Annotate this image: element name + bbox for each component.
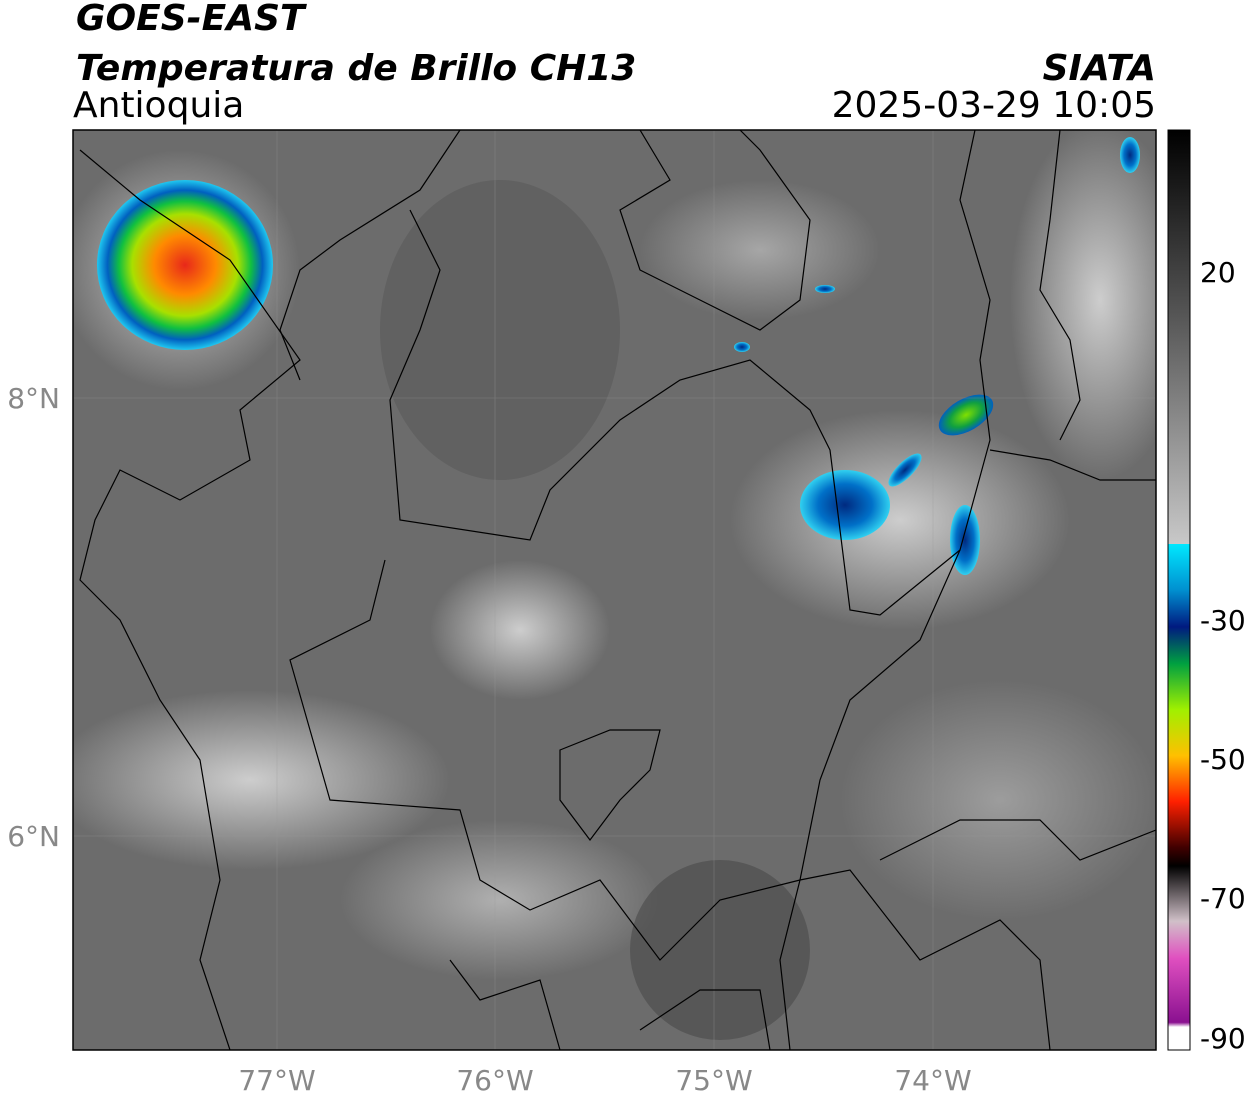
- lon-label: 75°W: [675, 1064, 752, 1097]
- colorbar: [1167, 129, 1191, 1051]
- lon-label: 74°W: [894, 1064, 971, 1097]
- colorbar-label: -70: [1200, 882, 1246, 915]
- colorbar-label: 20: [1200, 256, 1236, 289]
- source: SIATA: [1043, 48, 1156, 89]
- lon-label: 77°W: [238, 1064, 315, 1097]
- colorbar-label: -90: [1200, 1022, 1246, 1055]
- datetime: 2025-03-29 10:05: [832, 85, 1156, 126]
- product: Temperatura de Brillo CH13: [76, 48, 636, 89]
- region: Antioquia: [73, 85, 244, 126]
- header: GOES-EAST Temperatura de Brillo CH13 SIA…: [76, 0, 1156, 89]
- lat-label: 8°N: [7, 382, 60, 415]
- satellite: GOES-EAST: [76, 0, 307, 39]
- colorbar-labels: 20 -30 -50 -70 -90: [1200, 256, 1246, 1055]
- axes-labels: 77°W 76°W 75°W 74°W 8°N 6°N: [7, 382, 971, 1097]
- colorbar-label: -30: [1200, 604, 1246, 637]
- colorbar-label: -50: [1200, 743, 1246, 776]
- satellite-image: [73, 130, 1156, 1050]
- lon-label: 76°W: [456, 1064, 533, 1097]
- map-frame: [72, 129, 1157, 1051]
- lat-label: 6°N: [7, 820, 60, 853]
